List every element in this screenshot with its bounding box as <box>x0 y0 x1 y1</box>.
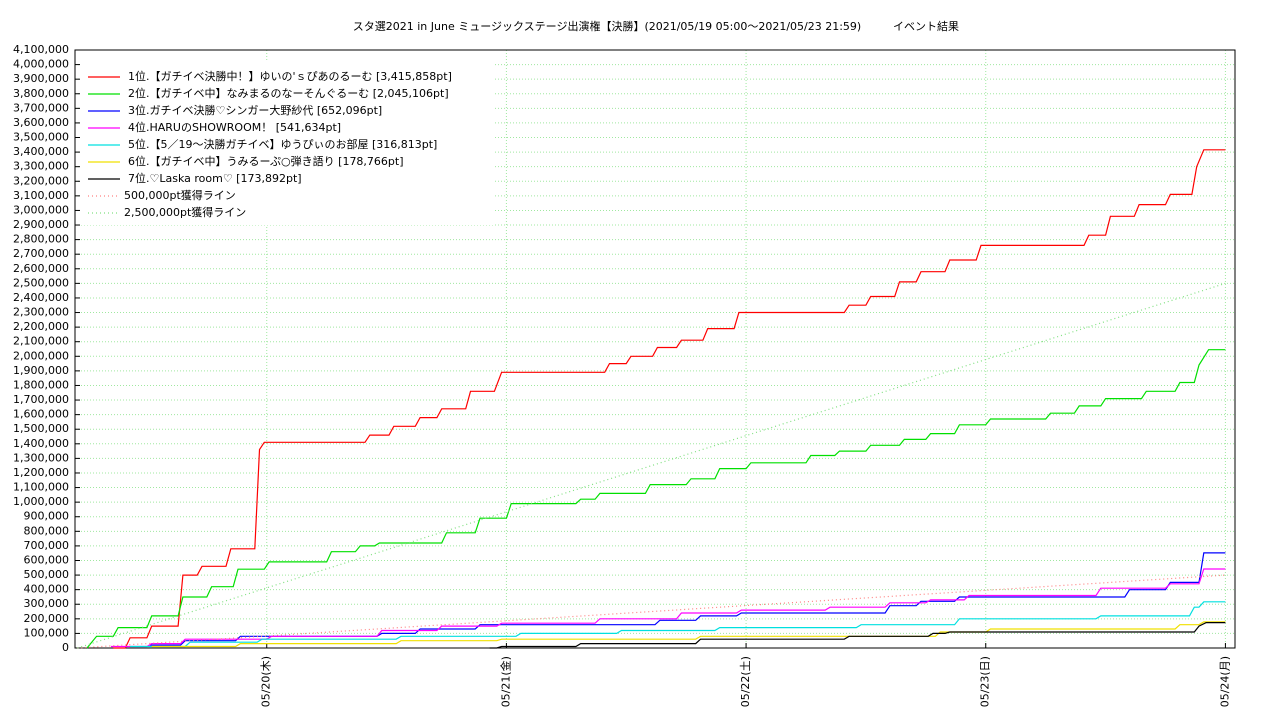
y-tick-label: 2,600,000 <box>13 262 69 275</box>
legend-label: 5位.【5／19～決勝ガチイベ】ゆうぴぃのお部屋 [316,813pt] <box>128 137 437 151</box>
y-tick-label: 100,000 <box>24 626 70 639</box>
legend-label: 2,500,000pt獲得ライン <box>124 206 246 219</box>
series-line <box>77 282 1226 649</box>
y-tick-label: 3,600,000 <box>13 116 69 129</box>
y-tick-label: 1,400,000 <box>13 437 69 450</box>
y-tick-label: 1,200,000 <box>13 466 69 479</box>
y-tick-label: 2,400,000 <box>13 291 69 304</box>
y-tick-label: 1,800,000 <box>13 378 69 391</box>
y-tick-label: 600,000 <box>24 553 70 566</box>
y-tick-label: 3,900,000 <box>13 72 69 85</box>
series-line <box>149 552 1226 646</box>
y-tick-label: 3,300,000 <box>13 160 69 173</box>
series-line <box>130 601 1226 648</box>
plot-frame <box>74 49 1236 649</box>
y-tick-label: 1,900,000 <box>13 364 69 377</box>
y-tick-label: 3,400,000 <box>13 145 69 158</box>
series-line <box>489 622 1226 649</box>
y-tick-label: 1,000,000 <box>13 495 69 508</box>
y-tick-label: 3,500,000 <box>13 131 69 144</box>
chart-subtitle: イベント結果 <box>893 19 959 33</box>
y-tick-label: 500,000 <box>24 568 70 581</box>
y-tick-label: 800,000 <box>24 524 70 537</box>
x-tick-label: 05/24(月) <box>1218 656 1231 707</box>
y-tick-label: 1,500,000 <box>13 422 69 435</box>
y-tick-label: 3,000,000 <box>13 203 69 216</box>
y-tick-label: 1,600,000 <box>13 408 69 421</box>
y-tick-label: 1,700,000 <box>13 393 69 406</box>
series-line <box>151 621 1226 648</box>
y-tick-label: 3,100,000 <box>13 189 69 202</box>
legend-label: 7位.♡Laska room♡ [173,892pt] <box>128 171 302 185</box>
y-tick-label: 700,000 <box>24 539 70 552</box>
y-tick-label: 900,000 <box>24 510 70 523</box>
series-line <box>111 568 1226 648</box>
y-tick-label: 400,000 <box>24 583 70 596</box>
y-tick-label: 2,100,000 <box>13 335 69 348</box>
x-tick-label: 05/20(木) <box>260 656 273 707</box>
x-tick-label: 05/23(日) <box>979 656 992 707</box>
legend-label: 4位.HARUのSHOWROOM！ [541,634pt] <box>128 120 341 134</box>
y-tick-label: 3,700,000 <box>13 101 69 114</box>
y-tick-label: 1,100,000 <box>13 481 69 494</box>
x-tick-label: 05/22(土) <box>739 656 752 707</box>
legend-label: 500,000pt獲得ライン <box>124 189 236 202</box>
chart-title: スタ選2021 in June ミュージックステージ出演権【決勝】(2021/0… <box>353 19 861 33</box>
series-line <box>113 149 1226 649</box>
y-tick-label: 4,100,000 <box>13 43 69 56</box>
legend-label: 2位.【ガチイベ中】なみまるのなーそんぐるーむ [2,045,106pt] <box>128 86 449 100</box>
y-tick-label: 2,500,000 <box>13 276 69 289</box>
y-tick-label: 2,700,000 <box>13 247 69 260</box>
y-tick-label: 300,000 <box>24 597 70 610</box>
legend-box <box>80 62 495 225</box>
y-tick-label: 200,000 <box>24 612 70 625</box>
legend-label: 3位.ガチイベ決勝♡シンガー大野紗代 [652,096pt] <box>128 103 382 117</box>
y-tick-label: 3,800,000 <box>13 87 69 100</box>
y-tick-label: 3,200,000 <box>13 174 69 187</box>
y-tick-label: 2,800,000 <box>13 233 69 246</box>
y-tick-label: 2,900,000 <box>13 218 69 231</box>
legend-label: 6位.【ガチイベ中】うみるーぷ○弾き語り [178,766pt] <box>128 154 404 168</box>
y-tick-label: 2,200,000 <box>13 320 69 333</box>
x-tick-label: 05/21(金) <box>498 656 512 707</box>
y-tick-label: 2,000,000 <box>13 349 69 362</box>
y-tick-label: 1,300,000 <box>13 451 69 464</box>
y-tick-label: 0 <box>62 641 69 654</box>
legend-label: 1位.【ガチイベ決勝中！】ゆいの'ｓぴあのるーむ [3,415,858pt] <box>128 69 452 83</box>
series-line <box>86 349 1226 649</box>
y-tick-label: 2,300,000 <box>13 306 69 319</box>
y-tick-label: 4,000,000 <box>13 58 69 71</box>
series-line <box>77 574 1226 649</box>
